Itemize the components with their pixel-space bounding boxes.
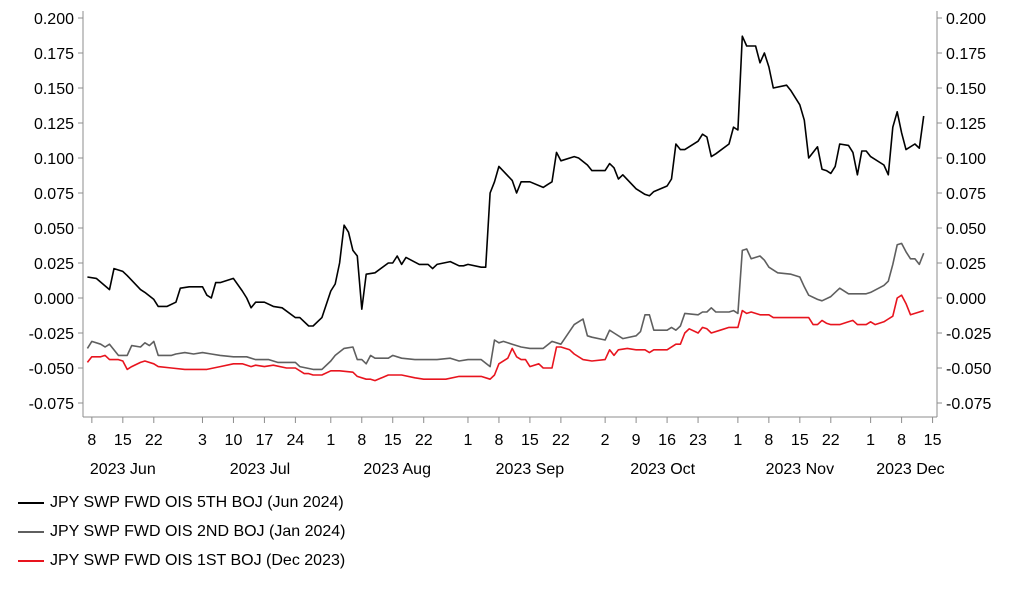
x-month-label: 2023 Oct <box>630 461 695 478</box>
x-tick-label: 1 <box>733 432 742 449</box>
x-tick-label: 10 <box>225 432 243 449</box>
legend-item-1st-boj: JPY SWP FWD OIS 1ST BOJ (Dec 2023) <box>18 546 346 575</box>
x-month-label: 2023 Jun <box>90 461 156 478</box>
y-tick-label-right: 0.000 <box>946 291 986 308</box>
x-tick-label: 3 <box>198 432 207 449</box>
y-tick-label-left: 0.200 <box>34 11 74 28</box>
y-tick-label-left: 0.050 <box>34 221 74 238</box>
x-tick-label: 8 <box>764 432 773 449</box>
y-tick-label-right: -0.050 <box>946 361 991 378</box>
x-tick-label: 15 <box>924 432 942 449</box>
x-tick-label: 23 <box>689 432 707 449</box>
y-tick-label-left: 0.125 <box>34 116 74 133</box>
x-tick-label: 15 <box>384 432 402 449</box>
y-tick-label-left: 0.025 <box>34 256 74 273</box>
x-tick-label: 8 <box>357 432 366 449</box>
x-month-label: 2023 Sep <box>496 461 565 478</box>
x-tick-label: 8 <box>87 432 96 449</box>
x-tick-label: 22 <box>822 432 840 449</box>
x-tick-label: 8 <box>494 432 503 449</box>
legend-label-2nd-boj: JPY SWP FWD OIS 2ND BOJ (Jan 2024) <box>50 522 346 540</box>
x-tick-label: 9 <box>632 432 641 449</box>
y-tick-label-right: 0.025 <box>946 256 986 273</box>
chart-axes <box>82 11 938 418</box>
legend: JPY SWP FWD OIS 5TH BOJ (Jun 2024) JPY S… <box>18 488 346 575</box>
x-tick-label: 8 <box>897 432 906 449</box>
legend-swatch-2nd-boj <box>18 530 44 533</box>
y-tick-label-left: -0.025 <box>29 326 74 343</box>
y-tick-label-right: 0.050 <box>946 221 986 238</box>
series-layer <box>86 35 925 382</box>
x-tick-label: 22 <box>552 432 570 449</box>
series-line-2nd-boj <box>86 242 925 371</box>
y-tick-label-left: -0.075 <box>29 396 74 413</box>
y-tick-label-left: 0.175 <box>34 46 74 63</box>
x-month-label: 2023 Aug <box>363 461 431 478</box>
x-month-label: 2023 Jul <box>230 461 291 478</box>
y-tick-label-right: -0.075 <box>946 396 991 413</box>
x-month-label: 2023 Nov <box>766 461 835 478</box>
y-tick-label-right: 0.100 <box>946 151 986 168</box>
y-tick-label-right: 0.075 <box>946 186 986 203</box>
y-tick-label-left: -0.050 <box>29 361 74 378</box>
x-tick-label: 2 <box>601 432 610 449</box>
y-tick-label-right: 0.125 <box>946 116 986 133</box>
y-tick-label-right: 0.150 <box>946 81 986 98</box>
x-tick-label: 16 <box>658 432 676 449</box>
x-tick-label: 1 <box>326 432 335 449</box>
x-tick-label: 1 <box>464 432 473 449</box>
series-line-1st-boj <box>86 294 924 382</box>
x-tick-label: 22 <box>145 432 163 449</box>
legend-label-1st-boj: JPY SWP FWD OIS 1ST BOJ (Dec 2023) <box>50 551 346 569</box>
series-line-5th-boj <box>87 35 925 327</box>
y-tick-label-left: 0.150 <box>34 81 74 98</box>
legend-swatch-1st-boj <box>18 559 44 562</box>
x-tick-label: 1 <box>866 432 875 449</box>
legend-item-2nd-boj: JPY SWP FWD OIS 2ND BOJ (Jan 2024) <box>18 517 346 546</box>
x-tick-label: 15 <box>791 432 809 449</box>
x-tick-label: 15 <box>521 432 539 449</box>
y-tick-label-left: 0.000 <box>34 291 74 308</box>
x-tick-label: 17 <box>256 432 274 449</box>
x-tick-label: 24 <box>286 432 304 449</box>
x-tick-label: 15 <box>114 432 132 449</box>
y-tick-label-left: 0.075 <box>34 186 74 203</box>
legend-item-5th-boj: JPY SWP FWD OIS 5TH BOJ (Jun 2024) <box>18 488 346 517</box>
y-axis-ticks: 0.200 0.200 0.175 0.175 0.150 0.150 0.125 0.125… <box>29 11 992 413</box>
x-axis-ticks: 8 15 22 3 10 17 24 1 8 15 22 1 8 15 22 2 9 16 23 1 8 15 22 1 8 15… <box>87 417 945 478</box>
y-tick-label-left: 0.100 <box>34 151 74 168</box>
y-tick-label-right: 0.175 <box>946 46 986 63</box>
legend-label-5th-boj: JPY SWP FWD OIS 5TH BOJ (Jun 2024) <box>50 493 344 511</box>
x-month-label: 2023 Dec <box>876 461 945 478</box>
line-chart: 8 15 22 3 10 17 24 1 8 15 22 1 8 15 22 2 9 16 23 1 8 15 22 1 8 15… <box>29 11 992 478</box>
y-tick-label-right: -0.025 <box>946 326 991 343</box>
x-tick-label: 22 <box>415 432 433 449</box>
y-tick-label-right: 0.200 <box>946 11 986 28</box>
legend-swatch-5th-boj <box>18 501 44 504</box>
